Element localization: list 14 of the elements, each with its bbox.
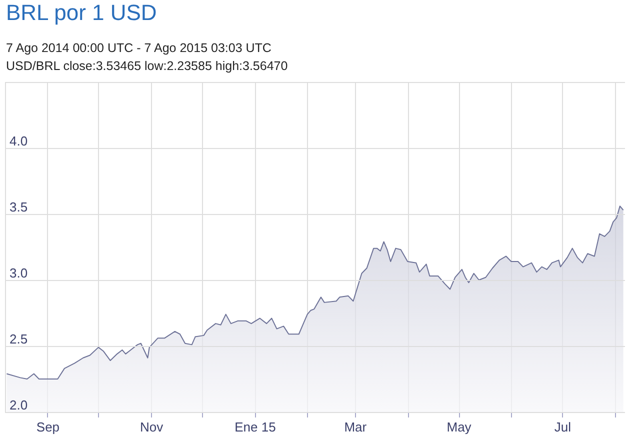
chart-title: BRL por 1 USD	[6, 0, 157, 26]
chart-subtitle: 7 Ago 2014 00:00 UTC - 7 Ago 2015 03:03 UTC	[6, 41, 272, 55]
x-tick-label: May	[446, 420, 472, 434]
x-tick-label: Ene 15	[234, 420, 276, 434]
x-tick-label: Sep	[36, 420, 60, 434]
y-tick-label: 3.5	[10, 200, 28, 214]
y-tick-label: 4.0	[10, 134, 28, 148]
x-tick-label: Nov	[140, 420, 164, 434]
y-tick-label: 2.0	[10, 398, 28, 412]
y-tick-label: 3.0	[10, 266, 28, 280]
y-tick-label: 2.5	[10, 332, 28, 346]
x-tick-label: Jul	[554, 420, 572, 434]
x-tick-label: Mar	[344, 420, 368, 434]
text: USD/BRL close:3.53465 low:2.23585 high:3.56470	[6, 59, 288, 73]
